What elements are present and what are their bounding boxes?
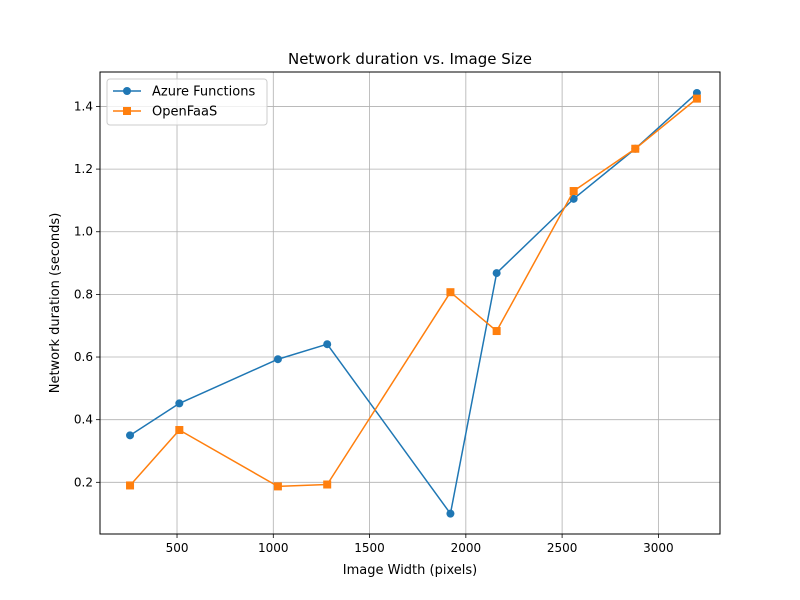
data-point-azure-functions bbox=[569, 194, 578, 203]
y-tick-label: 1.4 bbox=[74, 99, 93, 113]
y-tick-label: 1.0 bbox=[74, 225, 93, 239]
x-tick-label: 1000 bbox=[258, 541, 289, 555]
y-tick-label: 0.2 bbox=[74, 475, 93, 489]
data-point-openfaas bbox=[323, 480, 332, 489]
y-axis: 0.2 0.4 0.6 0.8 1.0 1.2 1.4 bbox=[74, 99, 100, 489]
x-tick-label: 500 bbox=[166, 541, 189, 555]
plot-area bbox=[100, 72, 720, 534]
data-point-openfaas bbox=[692, 94, 701, 103]
x-tick-label: 2500 bbox=[547, 541, 578, 555]
legend-marker-azure bbox=[123, 87, 131, 95]
data-point-azure-functions bbox=[126, 431, 135, 440]
legend-box bbox=[106, 78, 268, 126]
legend-marker-openfaas bbox=[123, 107, 131, 115]
plot-frame bbox=[99, 71, 721, 535]
x-axis: 500 1000 1500 2000 2500 3000 bbox=[166, 534, 674, 555]
chart-title: Network duration vs. Image Size bbox=[288, 50, 532, 68]
data-point-openfaas bbox=[273, 482, 282, 491]
data-point-openfaas bbox=[631, 144, 640, 153]
y-tick-label: 0.4 bbox=[74, 413, 93, 427]
x-tick-label: 3000 bbox=[643, 541, 674, 555]
data-point-openfaas bbox=[126, 481, 135, 490]
legend: Azure Functions OpenFaaS bbox=[106, 78, 268, 126]
x-axis-label: Image Width (pixels) bbox=[343, 563, 477, 578]
legend-label-openfaas: OpenFaaS bbox=[152, 105, 217, 120]
y-tick-label: 0.8 bbox=[74, 287, 93, 301]
data-point-azure-functions bbox=[273, 355, 282, 364]
data-point-azure-functions bbox=[323, 340, 332, 349]
x-tick-label: 2000 bbox=[451, 541, 482, 555]
data-point-openfaas bbox=[175, 426, 184, 435]
data-point-azure-functions bbox=[175, 399, 184, 408]
series-layer bbox=[126, 88, 701, 518]
y-tick-label: 1.2 bbox=[74, 162, 93, 176]
grid bbox=[100, 72, 720, 534]
y-axis-label: Network duration (seconds) bbox=[48, 213, 63, 394]
data-point-azure-functions bbox=[446, 509, 455, 518]
data-point-openfaas bbox=[446, 288, 455, 297]
data-point-openfaas bbox=[492, 327, 501, 336]
y-tick-label: 0.6 bbox=[74, 350, 93, 364]
legend-label-azure: Azure Functions bbox=[152, 85, 255, 100]
data-point-azure-functions bbox=[492, 269, 501, 278]
series-openfaas bbox=[126, 94, 701, 491]
data-point-openfaas bbox=[569, 187, 578, 196]
x-tick-label: 1500 bbox=[354, 541, 385, 555]
